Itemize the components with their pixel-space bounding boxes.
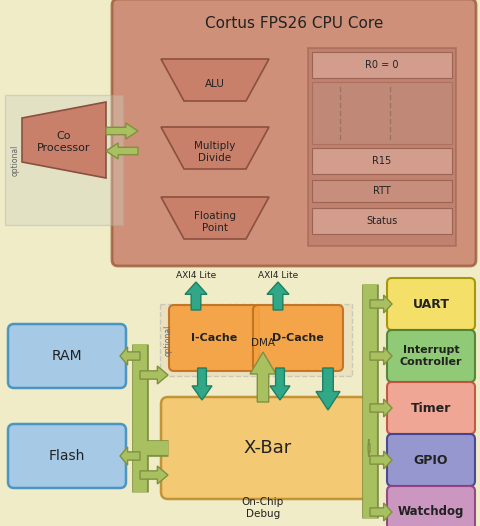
Bar — [312, 148, 452, 174]
Polygon shape — [22, 102, 106, 178]
Text: Flash: Flash — [49, 449, 85, 463]
Polygon shape — [161, 197, 269, 239]
Text: D-Cache: D-Cache — [272, 333, 324, 343]
Text: Timer: Timer — [411, 401, 451, 414]
Polygon shape — [185, 282, 207, 310]
Text: optional: optional — [164, 325, 172, 356]
Text: On-Chip
Debug: On-Chip Debug — [242, 497, 284, 519]
Text: ALU: ALU — [205, 79, 225, 89]
Bar — [312, 52, 452, 78]
Polygon shape — [370, 295, 392, 313]
Text: Status: Status — [366, 216, 397, 226]
Polygon shape — [370, 503, 392, 521]
Polygon shape — [270, 368, 290, 400]
Polygon shape — [161, 59, 269, 101]
Bar — [160, 304, 352, 376]
Text: optional: optional — [11, 144, 20, 176]
Text: RTT: RTT — [373, 186, 391, 196]
FancyBboxPatch shape — [161, 397, 375, 499]
Polygon shape — [370, 399, 392, 417]
Text: AXI4 Lite: AXI4 Lite — [258, 271, 298, 280]
Text: UART: UART — [412, 298, 449, 310]
Text: AXI4 Lite: AXI4 Lite — [176, 271, 216, 280]
Text: R0 = 0: R0 = 0 — [365, 60, 399, 70]
Text: Floating
Point: Floating Point — [194, 211, 236, 233]
Bar — [312, 82, 452, 144]
Polygon shape — [120, 447, 140, 465]
Bar — [5, 95, 123, 225]
Text: Interrupt
Controller: Interrupt Controller — [400, 345, 462, 367]
FancyBboxPatch shape — [387, 486, 475, 526]
Polygon shape — [370, 451, 392, 469]
Text: Watchdog: Watchdog — [398, 505, 464, 519]
Text: R15: R15 — [372, 156, 392, 166]
FancyBboxPatch shape — [387, 382, 475, 434]
Text: GPIO: GPIO — [414, 453, 448, 467]
FancyBboxPatch shape — [387, 278, 475, 330]
Polygon shape — [316, 368, 340, 410]
Text: Cortus FPS26 CPU Core: Cortus FPS26 CPU Core — [205, 15, 383, 31]
FancyBboxPatch shape — [112, 0, 476, 266]
Text: DMA: DMA — [251, 338, 275, 348]
Bar — [312, 180, 452, 202]
Bar — [308, 48, 456, 246]
Polygon shape — [106, 143, 138, 159]
FancyBboxPatch shape — [169, 305, 259, 371]
FancyBboxPatch shape — [387, 330, 475, 382]
Text: Co
Processor: Co Processor — [37, 131, 91, 153]
Polygon shape — [106, 123, 138, 139]
Polygon shape — [120, 347, 140, 365]
Text: X-Bar: X-Bar — [244, 439, 292, 457]
Bar — [312, 208, 452, 234]
Polygon shape — [370, 347, 392, 365]
FancyBboxPatch shape — [8, 324, 126, 388]
FancyBboxPatch shape — [8, 424, 126, 488]
Polygon shape — [250, 352, 276, 402]
Polygon shape — [192, 368, 212, 400]
Text: I-Cache: I-Cache — [191, 333, 237, 343]
Polygon shape — [140, 466, 168, 484]
Polygon shape — [140, 366, 168, 384]
Polygon shape — [368, 439, 370, 457]
FancyBboxPatch shape — [253, 305, 343, 371]
Text: RAM: RAM — [52, 349, 82, 363]
Polygon shape — [267, 282, 289, 310]
FancyBboxPatch shape — [387, 434, 475, 486]
Polygon shape — [161, 127, 269, 169]
Text: Multiply
Divide: Multiply Divide — [194, 141, 236, 163]
